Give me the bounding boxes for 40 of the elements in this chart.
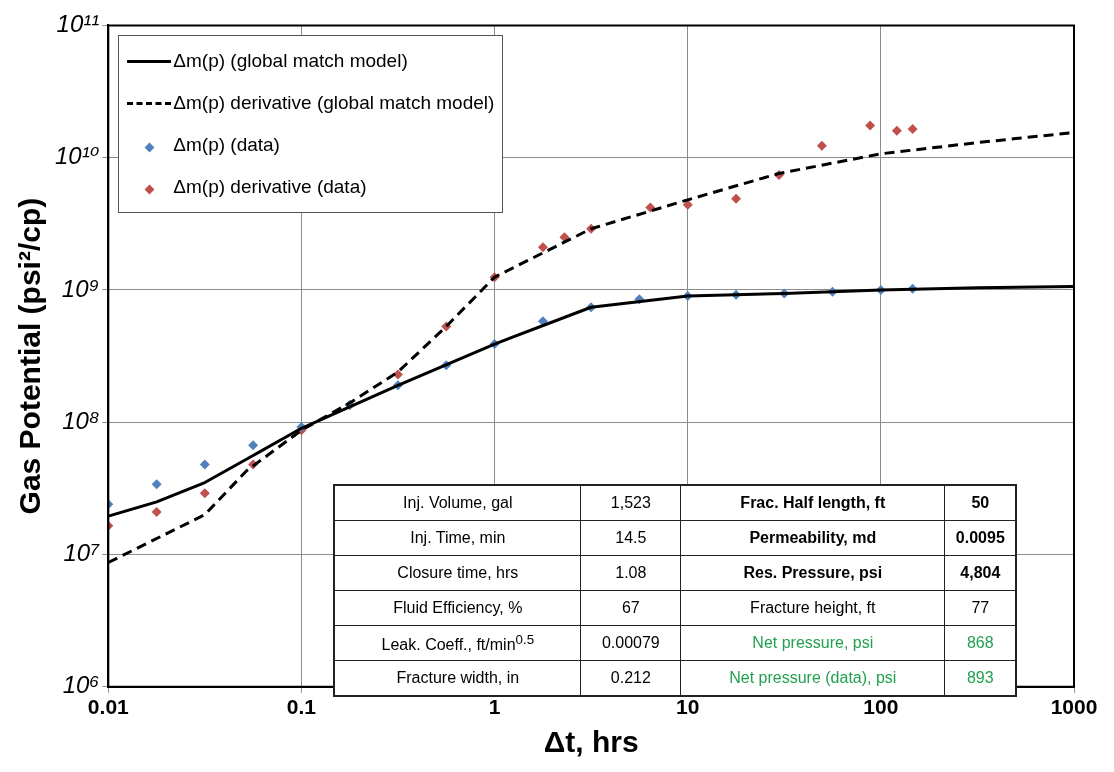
x-tick-label: 0.1 [286,695,317,719]
y-axis-title: Gas Potential (psi²/cp) [13,197,47,515]
annotation: Net pressure, psi [680,625,945,661]
legend-label: Δm(p) (global match model) [173,50,408,73]
annotation: Fluid Efficiency, % [334,590,581,626]
annotation: 4,804 [944,555,1017,591]
annotation: 77 [944,590,1017,626]
x-tick-label: 1000 [1050,695,1098,719]
legend-label: Δm(p) (data) [173,134,280,157]
y-tick-label: 10⁸ [62,406,100,434]
legend-label: Δm(p) derivative (data) [173,176,367,199]
annotation: 67 [580,590,681,626]
annotation: Inj. Volume, gal [334,484,581,521]
y-tick-label: 10⁷ [63,539,101,567]
annotation: Frac. Half length, ft [680,484,945,521]
annotation: 1,523 [580,484,681,521]
x-tick-label: 1 [488,695,501,719]
annotation: 14.5 [580,520,681,556]
annotation: 1.08 [580,555,681,591]
annotation: 0.00079 [580,625,681,661]
annotation: Permeability, md [680,520,945,556]
annotation: Closure time, hrs [334,555,581,591]
annotation: 0.212 [580,660,681,696]
annotation: 868 [944,625,1017,661]
y-tick-label: 10⁹ [61,274,100,302]
annotation: Res. Pressure, psi [680,555,945,591]
annotation: Inj. Time, min [334,520,581,556]
annotation: Leak. Coeff., ft/min$^{0.5}$ [334,625,581,661]
annotation: Net pressure (data), psi [680,660,945,696]
annotation: Fracture width, in [334,660,581,696]
annotation: Fracture height, ft [680,590,945,626]
legend-label: Δm(p) derivative (global match model) [173,92,495,115]
y-tick-label: 10¹¹ [56,10,100,38]
annotation: 50 [944,484,1017,521]
annotation: 893 [944,660,1017,696]
x-tick-label: 100 [863,695,899,719]
x-axis-title: Δt, hrs [543,725,639,759]
annotation: 0.0095 [944,520,1017,556]
x-tick-label: 10 [676,695,700,719]
y-tick-label: 10¹⁰ [55,142,100,170]
